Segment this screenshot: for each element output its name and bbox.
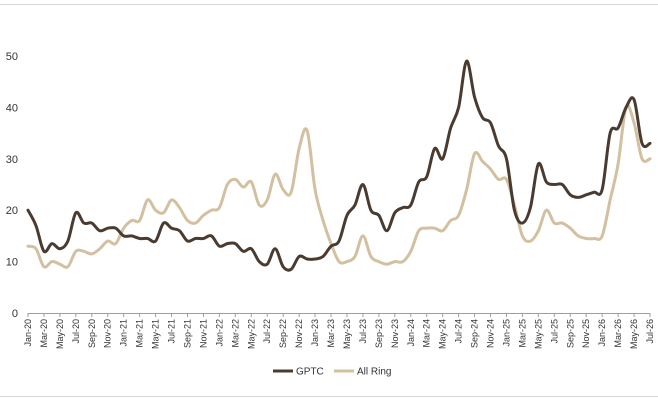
- x-tick-label: Nov-25: [581, 319, 591, 348]
- x-tick-label: May-21: [151, 319, 161, 349]
- series-line-all-ring: [26, 104, 652, 269]
- x-tick-label: Mar-20: [39, 319, 49, 348]
- x-tick-label: Mar-24: [422, 319, 432, 348]
- x-tick-label: Jul-26: [645, 319, 655, 344]
- x-tick-label: May-25: [533, 319, 543, 349]
- y-tick-label: 10: [6, 257, 18, 269]
- x-tick-label: Jul-23: [358, 319, 368, 344]
- legend-label-gptc: GPTC: [296, 367, 324, 378]
- legend: GPTC All Ring: [273, 367, 391, 378]
- x-tick-label: Sep-22: [278, 319, 288, 348]
- x-tick-label: Jan-24: [406, 319, 416, 347]
- x-tick-label: May-20: [55, 319, 65, 349]
- y-tick-label: 50: [6, 51, 18, 63]
- x-tick-label: Jan-20: [23, 319, 33, 347]
- x-tick-label: Nov-24: [486, 319, 496, 348]
- x-tick-label: May-23: [342, 319, 352, 349]
- x-tick-label: May-22: [246, 319, 256, 349]
- x-tick-label: Jul-22: [262, 319, 272, 344]
- x-axis: Jan-20 Mar-20 May-20 Jul-20 Sep-20 Nov-20 Jan-…: [23, 313, 655, 349]
- series-layer: [26, 59, 652, 272]
- x-tick-label: May-24: [438, 319, 448, 349]
- y-tick-label: 0: [12, 308, 18, 320]
- x-tick-label: May-26: [629, 319, 639, 349]
- x-tick-label: Nov-23: [390, 319, 400, 348]
- x-tick-label: Jul-25: [549, 319, 559, 344]
- x-tick-label: Jan-26: [597, 319, 607, 347]
- x-tick-label: Nov-20: [103, 319, 113, 348]
- x-tick-label: Mar-25: [517, 319, 527, 348]
- x-tick-label: Sep-20: [87, 319, 97, 348]
- x-tick-label: Jan-22: [214, 319, 224, 347]
- x-tick-label: Sep-23: [374, 319, 384, 348]
- y-tick-label: 30: [6, 154, 18, 166]
- x-tick-label: Jul-21: [167, 319, 177, 344]
- x-tick-label: Nov-22: [294, 319, 304, 348]
- y-tick-label: 20: [6, 205, 18, 217]
- x-tick-label: Mar-26: [613, 319, 623, 348]
- x-tick-label: Jan-25: [501, 319, 511, 347]
- x-tick-label: Mar-23: [326, 319, 336, 348]
- y-tick-label: 40: [6, 102, 18, 114]
- x-tick-label: Jan-23: [310, 319, 320, 347]
- x-tick-label: Mar-22: [230, 319, 240, 348]
- x-tick-label: Jul-24: [454, 319, 464, 344]
- x-tick-label: Jan-21: [119, 319, 129, 347]
- y-axis: 0 10 20 30 40 50: [6, 51, 18, 320]
- x-tick-label: Sep-24: [470, 319, 480, 348]
- series-line-gptc: [26, 59, 652, 272]
- x-tick-label: Jul-20: [71, 319, 81, 344]
- legend-label-all-ring: All Ring: [357, 367, 391, 378]
- x-tick-label: Sep-25: [565, 319, 575, 348]
- x-tick-label: Sep-21: [182, 319, 192, 348]
- x-tick-label: Mar-21: [135, 319, 145, 348]
- x-tick-label: Nov-21: [198, 319, 208, 348]
